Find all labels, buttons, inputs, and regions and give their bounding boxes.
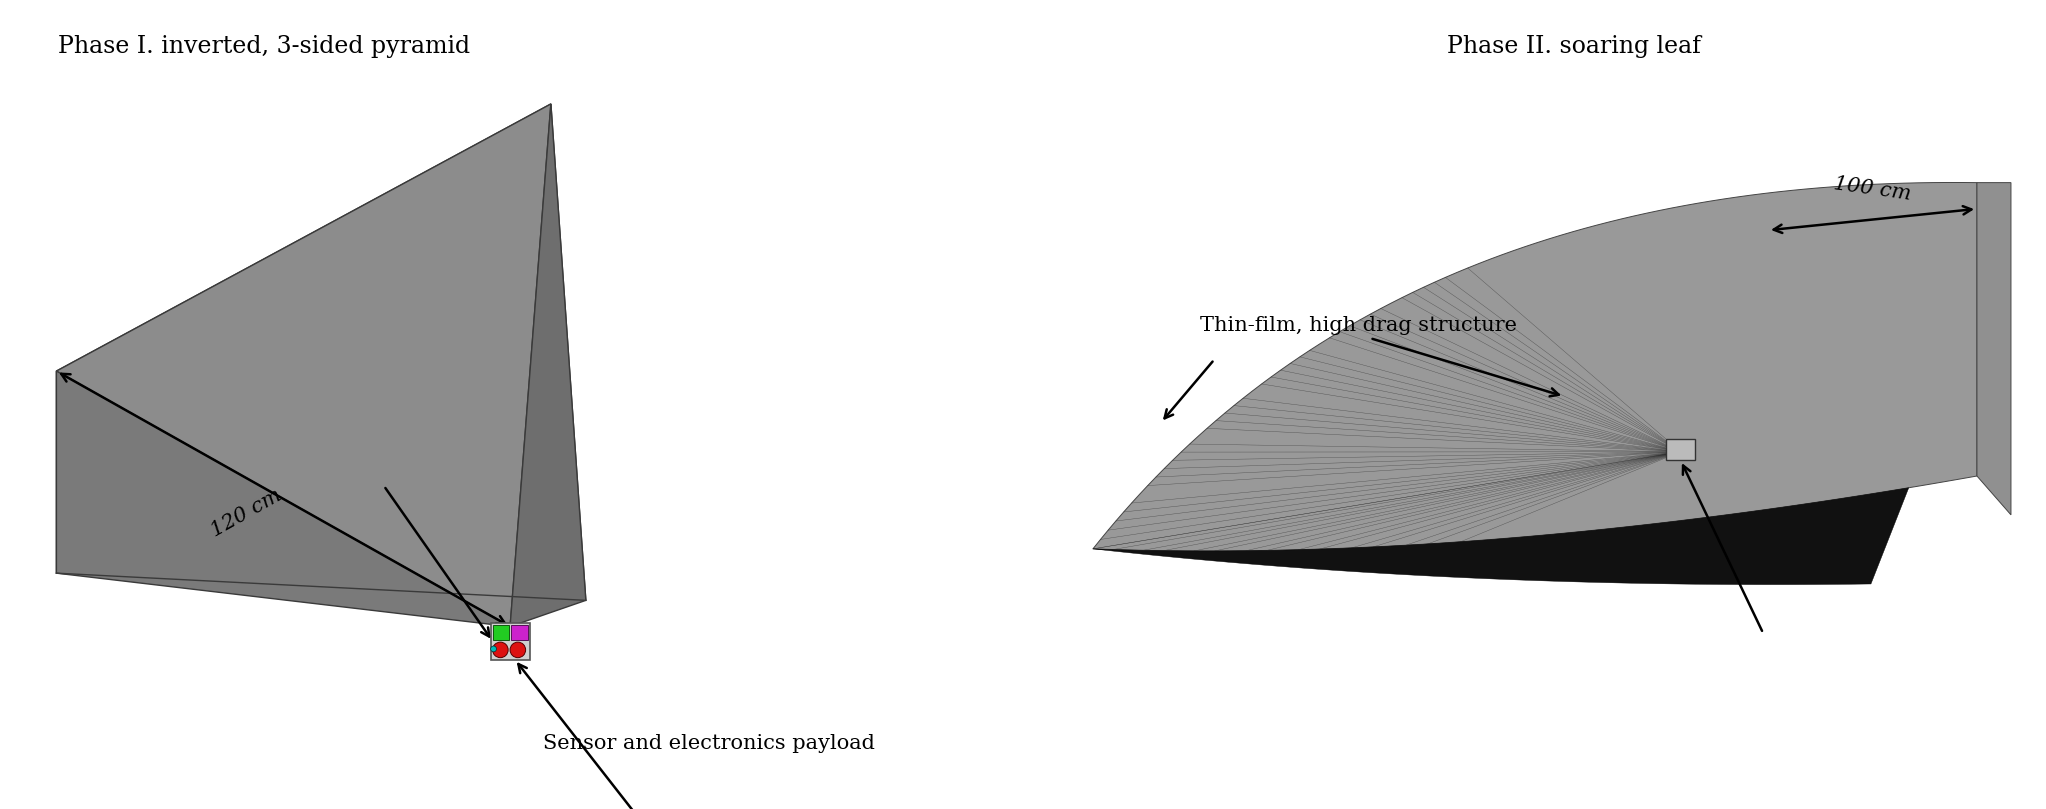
Circle shape (509, 642, 526, 658)
Bar (493, 625, 509, 640)
Bar (491, 623, 530, 659)
Text: Phase I. inverted, 3-sided pyramid: Phase I. inverted, 3-sided pyramid (59, 35, 471, 58)
Polygon shape (57, 371, 509, 627)
Text: Sensor and electronics payload: Sensor and electronics payload (544, 734, 876, 752)
Polygon shape (1093, 488, 1909, 585)
Text: Phase II. soaring leaf: Phase II. soaring leaf (1447, 35, 1700, 58)
Polygon shape (1976, 183, 2011, 515)
Polygon shape (509, 104, 585, 627)
Text: 100 cm: 100 cm (1831, 175, 1911, 204)
Circle shape (491, 646, 497, 652)
Bar (1665, 439, 1696, 460)
Circle shape (493, 642, 507, 658)
Bar (512, 625, 528, 640)
Polygon shape (1093, 183, 1976, 551)
Text: Thin-film, high drag structure: Thin-film, high drag structure (1199, 316, 1516, 335)
Polygon shape (57, 104, 585, 600)
Text: 120 cm: 120 cm (209, 486, 284, 540)
Polygon shape (57, 104, 550, 627)
